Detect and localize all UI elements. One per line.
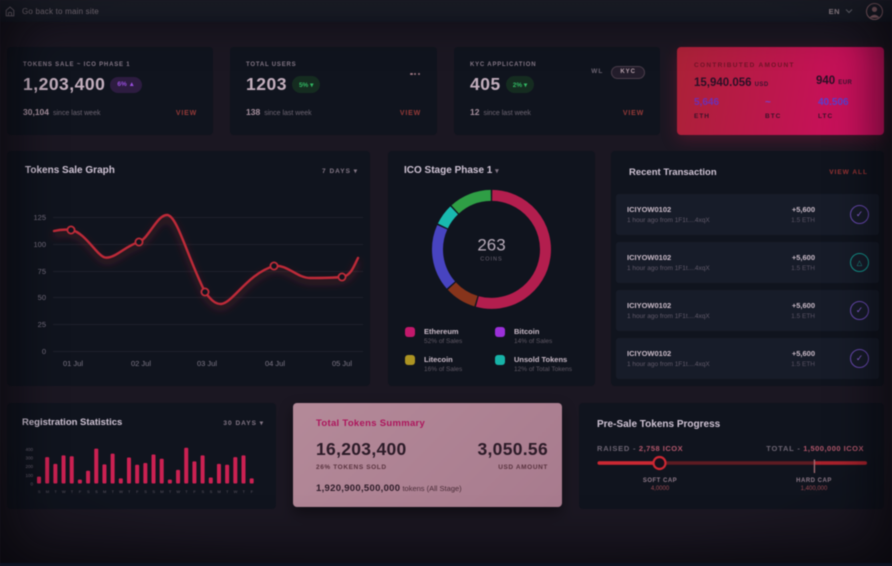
svg-text:T: T bbox=[54, 489, 57, 494]
svg-text:W: W bbox=[62, 489, 66, 494]
svg-text:S: S bbox=[144, 489, 147, 494]
svg-text:300: 300 bbox=[25, 456, 33, 461]
svg-text:S: S bbox=[210, 489, 213, 494]
svg-text:400: 400 bbox=[25, 447, 33, 452]
svg-text:25: 25 bbox=[38, 320, 46, 329]
svg-text:04 Jul: 04 Jul bbox=[265, 359, 285, 368]
svg-text:M: M bbox=[217, 489, 220, 494]
svg-text:F: F bbox=[136, 489, 139, 494]
svg-text:0: 0 bbox=[42, 347, 46, 356]
svg-text:F: F bbox=[251, 489, 254, 494]
svg-text:50: 50 bbox=[38, 293, 46, 302]
svg-text:M: M bbox=[103, 489, 106, 494]
svg-text:S: S bbox=[152, 489, 155, 494]
svg-text:COINS: COINS bbox=[480, 256, 502, 262]
svg-text:05 Jul: 05 Jul bbox=[332, 359, 352, 368]
svg-text:S: S bbox=[38, 489, 41, 494]
svg-text:T: T bbox=[185, 489, 188, 494]
svg-text:T: T bbox=[112, 489, 115, 494]
svg-text:T: T bbox=[242, 489, 245, 494]
svg-text:S: S bbox=[87, 489, 90, 494]
svg-text:W: W bbox=[119, 489, 123, 494]
svg-text:100: 100 bbox=[33, 240, 46, 249]
svg-text:M: M bbox=[160, 489, 163, 494]
svg-text:T: T bbox=[128, 489, 131, 494]
svg-text:02 Jul: 02 Jul bbox=[131, 359, 151, 368]
svg-text:75: 75 bbox=[38, 267, 46, 276]
svg-text:T: T bbox=[71, 489, 74, 494]
svg-text:M: M bbox=[46, 489, 49, 494]
svg-text:W: W bbox=[176, 489, 180, 494]
svg-text:S: S bbox=[201, 489, 204, 494]
svg-text:200: 200 bbox=[25, 464, 33, 469]
svg-text:125: 125 bbox=[33, 213, 46, 222]
svg-text:T: T bbox=[226, 489, 229, 494]
svg-text:263: 263 bbox=[477, 235, 505, 254]
svg-text:03 Jul: 03 Jul bbox=[197, 359, 217, 368]
svg-text:F: F bbox=[193, 489, 196, 494]
svg-text:W: W bbox=[234, 489, 238, 494]
svg-text:100: 100 bbox=[25, 473, 33, 478]
svg-text:T: T bbox=[169, 489, 172, 494]
svg-text:0: 0 bbox=[30, 481, 33, 486]
svg-text:F: F bbox=[79, 489, 82, 494]
svg-text:S: S bbox=[95, 489, 98, 494]
svg-text:01 Jul: 01 Jul bbox=[63, 359, 83, 368]
